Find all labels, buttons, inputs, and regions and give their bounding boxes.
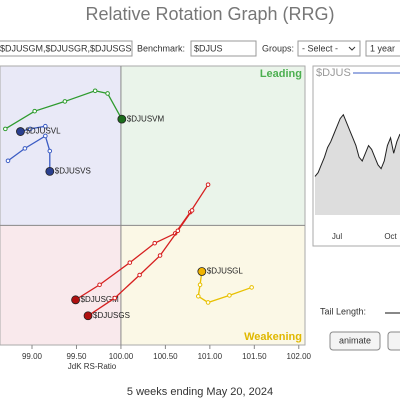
rrg-plot: Leading Weakening 99.00 99.50 100.00 100.50 10… <box>0 65 312 371</box>
tail-point <box>62 99 68 104</box>
series-label: $DJUSVS <box>55 167 91 176</box>
panel-x-label: Jul <box>332 232 342 241</box>
series-label: $DJUSGS <box>93 311 130 320</box>
tail-line <box>4 90 123 130</box>
quadrant-lagging <box>0 225 121 345</box>
head-point <box>45 166 55 176</box>
tail-length-label: Tail Length: <box>320 306 366 316</box>
tail-point <box>112 295 118 301</box>
tail-point <box>5 158 11 164</box>
series-label: $DJUSGL <box>207 267 244 276</box>
quadrant-weakening <box>120 225 305 345</box>
tail-point <box>105 91 110 96</box>
animate-text: animate <box>339 335 371 345</box>
benchmark-label: Benchmark: <box>137 43 185 53</box>
tail-point <box>47 148 53 154</box>
tail-point <box>227 293 232 298</box>
footer-text: 5 weeks ending May 20, 2024 <box>127 386 273 398</box>
x-tick-label: 99.50 <box>66 352 87 361</box>
head-point <box>16 127 25 136</box>
quadrant-leading <box>120 66 305 226</box>
tail-point <box>32 108 37 114</box>
tail-line <box>87 209 193 317</box>
series-label: $DJUSVL <box>25 127 61 136</box>
head-point <box>83 311 93 321</box>
panel-x-label: Oct <box>384 232 397 241</box>
price-panel: $DJUS Jul Oct <box>312 65 400 247</box>
tail-point <box>197 282 203 288</box>
series-label: $DJUSGM <box>81 295 120 304</box>
tail-point <box>195 293 201 299</box>
x-tick-label: 102.00 <box>287 352 312 361</box>
head-point <box>197 267 207 276</box>
tail-point <box>249 285 254 290</box>
tail-point <box>205 182 211 187</box>
x-tick-label: 100.50 <box>153 352 178 361</box>
page-title: Relative Rotation Graph (RRG) <box>85 4 334 24</box>
x-tick-label: 99.00 <box>22 352 43 361</box>
groups-select[interactable] <box>297 40 361 57</box>
tail-point <box>137 272 142 278</box>
x-tick-label: 101.50 <box>242 352 267 361</box>
period-select[interactable] <box>365 40 400 57</box>
select-arrow <box>348 46 356 51</box>
tail-point <box>127 260 133 265</box>
head-point <box>71 295 80 305</box>
leading-label: Leading <box>260 68 302 80</box>
plot-border <box>0 65 306 346</box>
tail-point <box>43 133 48 139</box>
groups-text: - Select - <box>302 43 338 53</box>
tail-point <box>175 228 181 234</box>
tail-point <box>22 146 28 151</box>
tail-point <box>189 208 195 213</box>
tail-point <box>3 126 8 132</box>
extra-button[interactable] <box>387 331 400 351</box>
benchmark-text: $DJUS <box>194 43 223 53</box>
tail-point <box>43 123 48 129</box>
x-tick-label: 100.00 <box>109 352 134 361</box>
tail-point <box>152 240 158 246</box>
price-line <box>314 113 400 177</box>
x-axis-label: JdK RS-Ratio <box>68 362 117 371</box>
head-point <box>117 114 127 124</box>
tail-point <box>205 300 211 305</box>
quadrant-improving <box>0 66 121 226</box>
x-tick-label: 101.00 <box>198 352 223 361</box>
tail-point <box>92 88 98 94</box>
tail-point <box>27 126 33 132</box>
benchmark-input[interactable] <box>190 40 257 57</box>
period-text: 1 year <box>370 43 395 53</box>
panel-title: $DJUS <box>316 67 351 79</box>
tail-point <box>157 253 163 258</box>
weakening-label: Weakening <box>244 331 302 343</box>
animate-button[interactable] <box>329 331 381 351</box>
groups-label: Groups: <box>262 43 294 53</box>
series-label: $DJUSVM <box>127 114 165 123</box>
tail-point <box>97 282 102 288</box>
symbols-text: $DJUSGM,$DJUSGR,$DJUSGS <box>0 43 132 53</box>
price-area <box>315 114 400 215</box>
symbols-input[interactable] <box>0 40 133 57</box>
